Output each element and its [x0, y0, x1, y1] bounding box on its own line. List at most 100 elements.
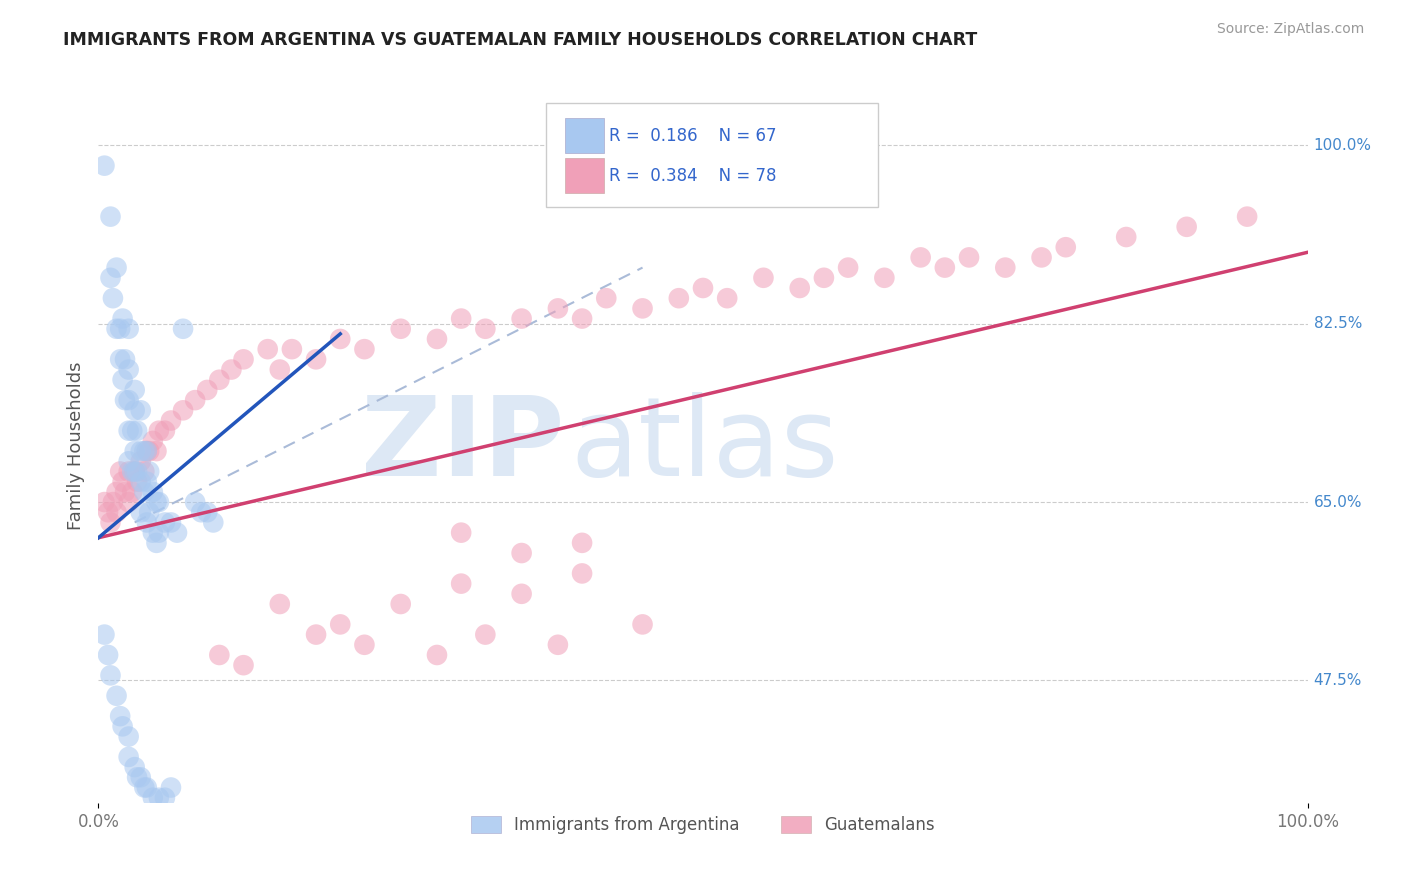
Point: [93, 627, 115, 641]
Point: [232, 658, 254, 673]
Point: [121, 484, 143, 499]
Point: [118, 424, 141, 438]
Point: [172, 403, 194, 417]
Point: [389, 322, 412, 336]
Point: [101, 495, 124, 509]
Point: [184, 495, 207, 509]
Point: [202, 516, 225, 530]
Point: [100, 270, 122, 285]
Point: [389, 597, 412, 611]
Point: [232, 352, 254, 367]
Point: [547, 301, 569, 316]
Point: [510, 587, 533, 601]
Point: [134, 444, 156, 458]
Point: [135, 444, 157, 458]
Point: [121, 424, 143, 438]
FancyBboxPatch shape: [565, 119, 603, 153]
Point: [135, 780, 157, 795]
Point: [142, 434, 165, 448]
Point: [994, 260, 1017, 275]
Point: [145, 444, 167, 458]
Point: [118, 730, 141, 744]
Point: [153, 790, 176, 805]
Point: [100, 210, 122, 224]
Point: [873, 270, 896, 285]
Point: [118, 393, 141, 408]
Point: [111, 719, 134, 733]
Point: [129, 403, 152, 417]
Point: [160, 413, 183, 427]
Point: [1115, 230, 1137, 244]
Point: [305, 627, 328, 641]
Point: [134, 780, 156, 795]
FancyBboxPatch shape: [546, 103, 879, 207]
Text: 65.0%: 65.0%: [1313, 494, 1362, 509]
Point: [450, 311, 472, 326]
Point: [547, 638, 569, 652]
Point: [142, 484, 165, 499]
Point: [837, 260, 859, 275]
Text: atlas: atlas: [569, 392, 838, 500]
Point: [105, 322, 128, 336]
Point: [426, 648, 449, 662]
Point: [101, 291, 124, 305]
Point: [135, 475, 157, 489]
Point: [148, 790, 170, 805]
Point: [1236, 210, 1258, 224]
Point: [269, 362, 291, 376]
Point: [752, 270, 775, 285]
Point: [789, 281, 811, 295]
Text: 100.0%: 100.0%: [1313, 137, 1372, 153]
Text: IMMIGRANTS FROM ARGENTINA VS GUATEMALAN FAMILY HOUSEHOLDS CORRELATION CHART: IMMIGRANTS FROM ARGENTINA VS GUATEMALAN …: [63, 31, 977, 49]
Point: [138, 444, 160, 458]
Point: [256, 342, 278, 356]
Point: [281, 342, 304, 356]
Legend: Immigrants from Argentina, Guatemalans: Immigrants from Argentina, Guatemalans: [464, 809, 942, 841]
Point: [353, 638, 375, 652]
Text: R =  0.384    N = 78: R = 0.384 N = 78: [609, 167, 776, 185]
Point: [668, 291, 690, 305]
Point: [111, 373, 134, 387]
Point: [105, 689, 128, 703]
Point: [190, 505, 212, 519]
Point: [118, 750, 141, 764]
Point: [450, 525, 472, 540]
Point: [934, 260, 956, 275]
Point: [93, 495, 115, 509]
Point: [510, 546, 533, 560]
Point: [813, 270, 835, 285]
Point: [114, 393, 136, 408]
Point: [595, 291, 617, 305]
Point: [631, 617, 654, 632]
Point: [571, 311, 593, 326]
Point: [426, 332, 449, 346]
Point: [108, 709, 131, 723]
Point: [172, 322, 194, 336]
Point: [474, 322, 496, 336]
Point: [142, 790, 165, 805]
Point: [111, 475, 134, 489]
Point: [571, 566, 593, 581]
Point: [124, 383, 146, 397]
Point: [118, 454, 141, 468]
Point: [305, 352, 328, 367]
Point: [195, 383, 218, 397]
Point: [148, 525, 170, 540]
Point: [692, 281, 714, 295]
Point: [153, 424, 176, 438]
Point: [129, 475, 152, 489]
Point: [135, 516, 157, 530]
Point: [127, 770, 149, 784]
Point: [510, 311, 533, 326]
Point: [160, 780, 183, 795]
Point: [108, 465, 131, 479]
Point: [127, 475, 149, 489]
Point: [134, 465, 156, 479]
Text: 47.5%: 47.5%: [1313, 673, 1362, 688]
Point: [153, 516, 176, 530]
Point: [142, 525, 165, 540]
Point: [108, 322, 131, 336]
Point: [208, 648, 231, 662]
Point: [124, 760, 146, 774]
Point: [124, 444, 146, 458]
